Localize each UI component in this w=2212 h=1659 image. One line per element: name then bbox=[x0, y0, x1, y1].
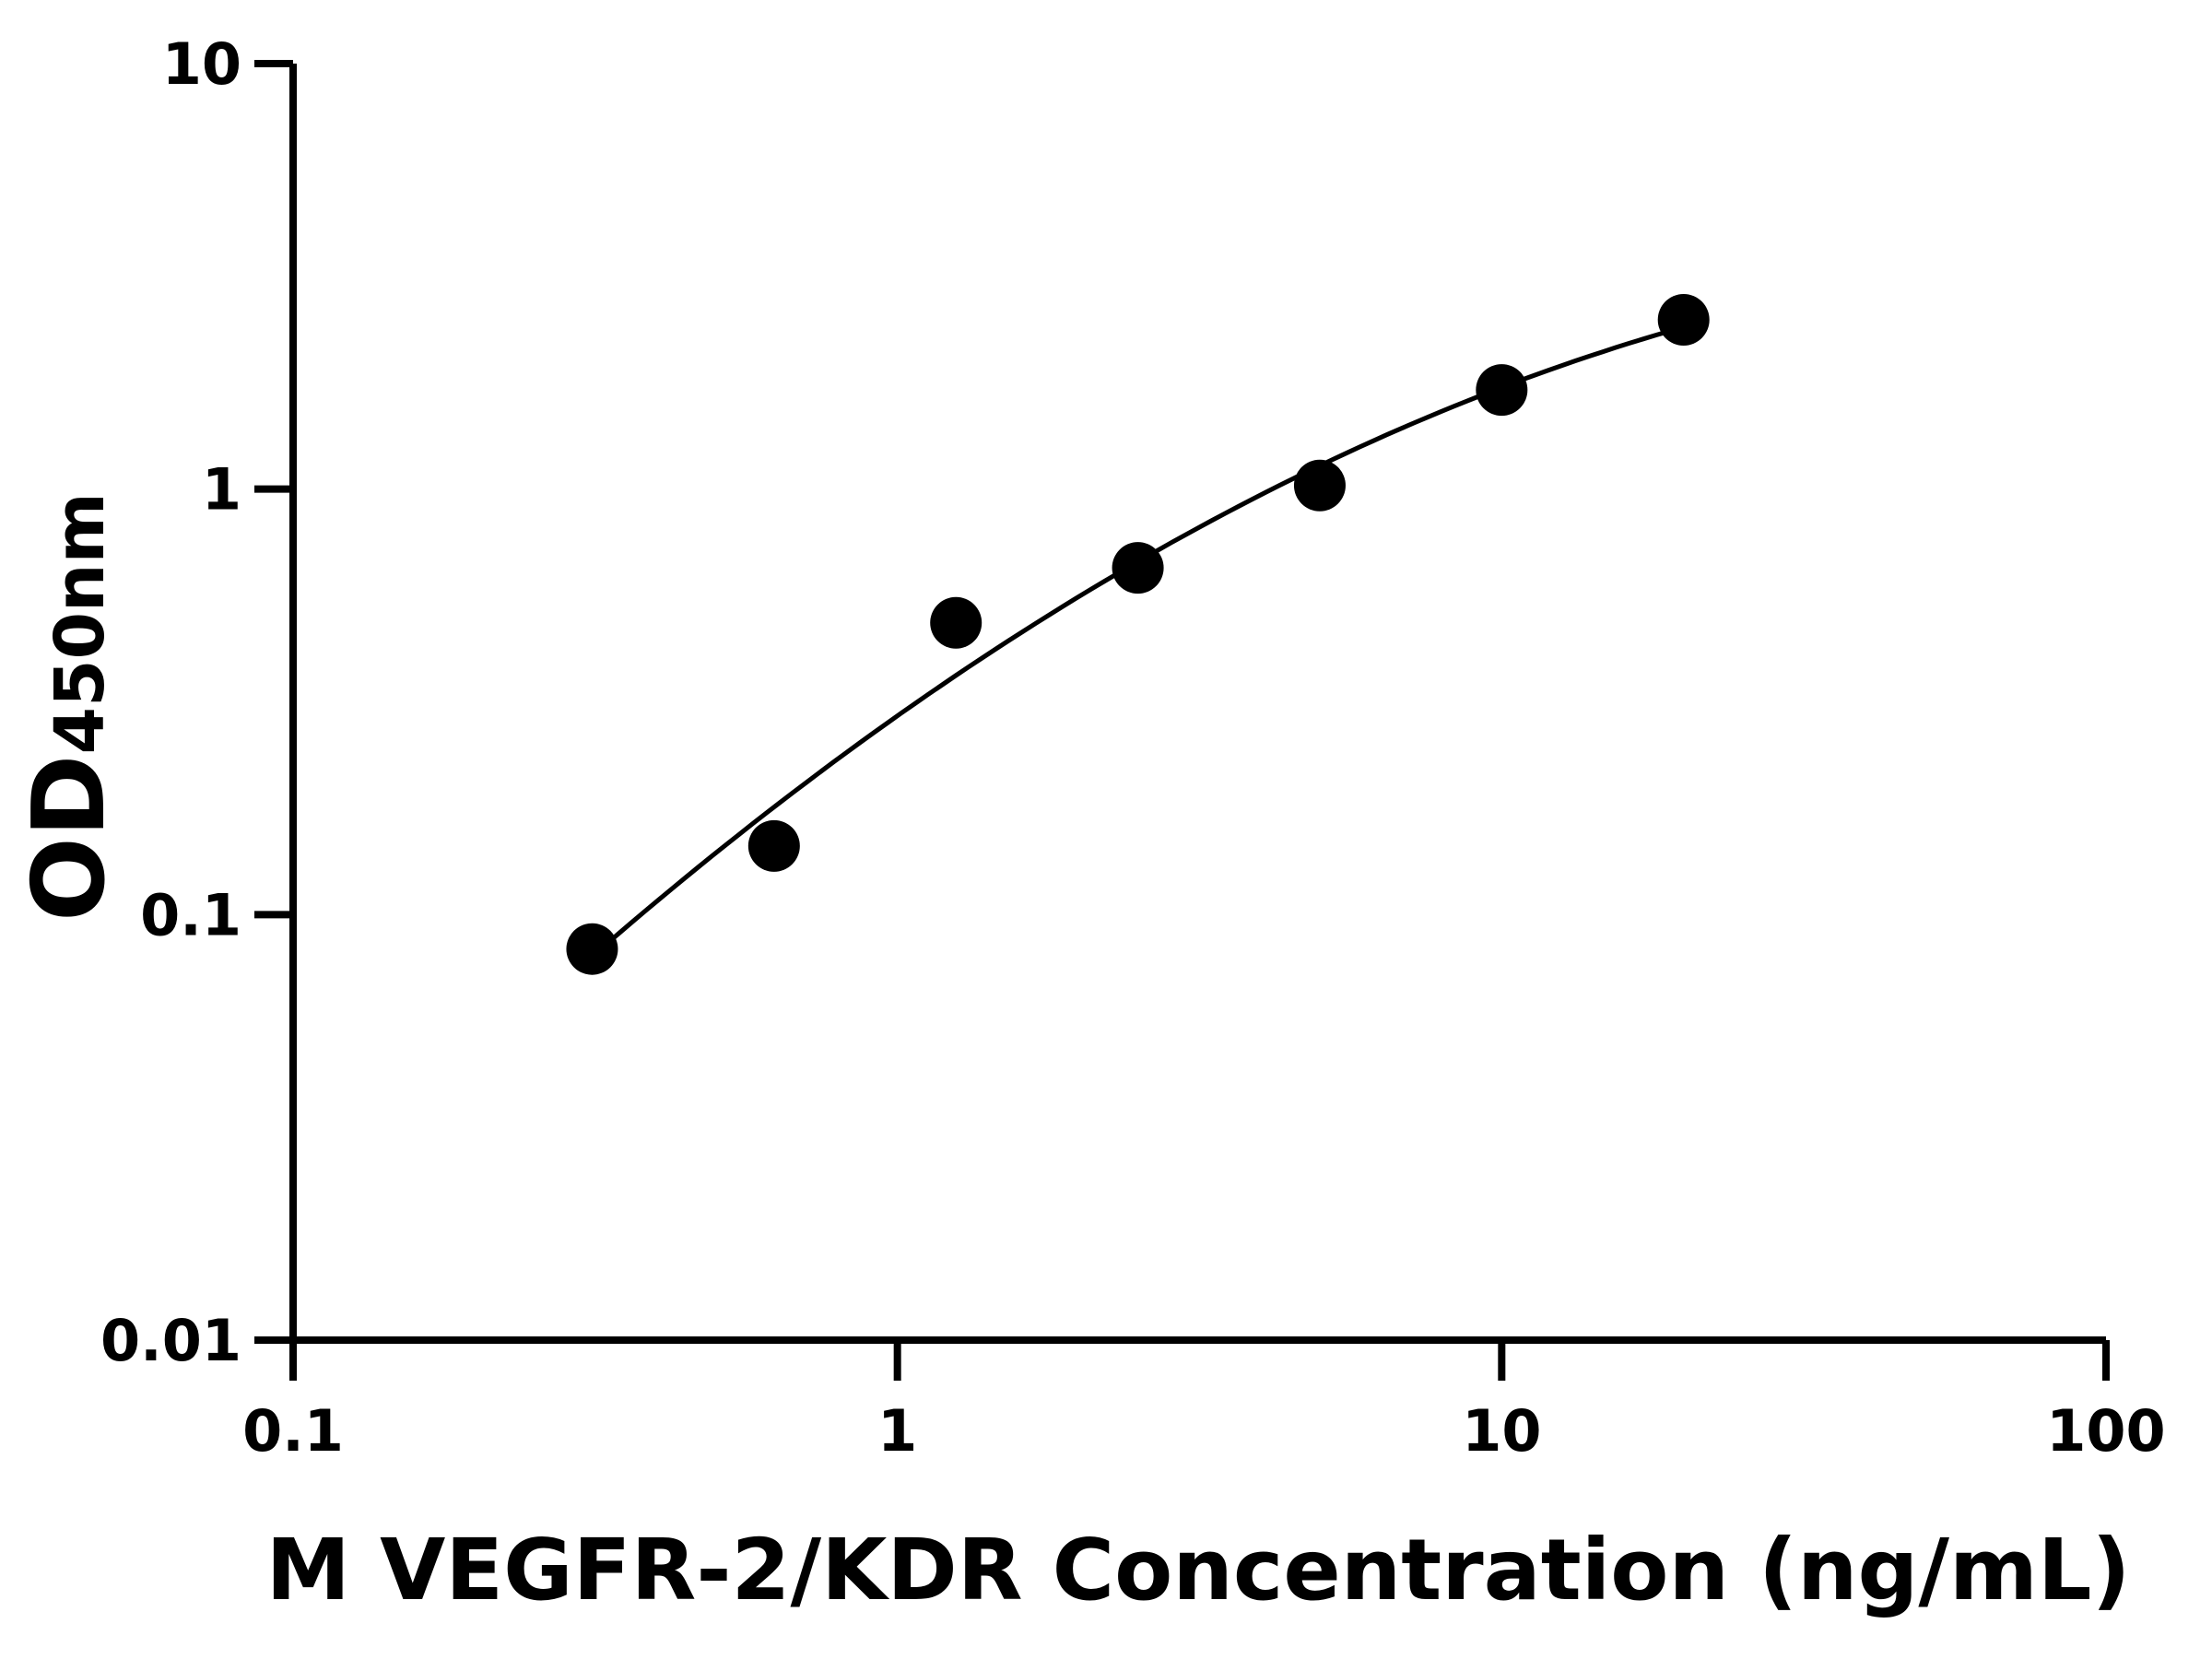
data-point bbox=[1657, 293, 1710, 346]
data-point bbox=[930, 596, 982, 649]
data-point bbox=[747, 819, 800, 872]
x-tick-label: 100 bbox=[2046, 1397, 2165, 1465]
x-tick-label: 1 bbox=[877, 1397, 917, 1465]
data-points bbox=[566, 293, 1710, 975]
data-point bbox=[1476, 364, 1528, 417]
data-point bbox=[1293, 459, 1346, 512]
x-tick-label: 0.1 bbox=[242, 1397, 344, 1465]
data-point bbox=[1112, 542, 1164, 594]
y-tick-label: 1 bbox=[202, 456, 241, 524]
y-tick-label: 10 bbox=[162, 30, 241, 98]
y-axis-label: OD450nm bbox=[12, 492, 127, 922]
x-tick-label: 10 bbox=[1462, 1397, 1541, 1465]
y-axis-label-main: OD bbox=[12, 755, 127, 922]
data-point bbox=[566, 923, 618, 975]
y-axis-label-sub: 450nm bbox=[41, 492, 120, 754]
x-axis-label: M VEGFR-2/KDR Concentration (ng/mL) bbox=[265, 1521, 2130, 1619]
y-tick-label: 0.01 bbox=[100, 1307, 241, 1374]
y-tick-label: 0.1 bbox=[140, 881, 241, 948]
